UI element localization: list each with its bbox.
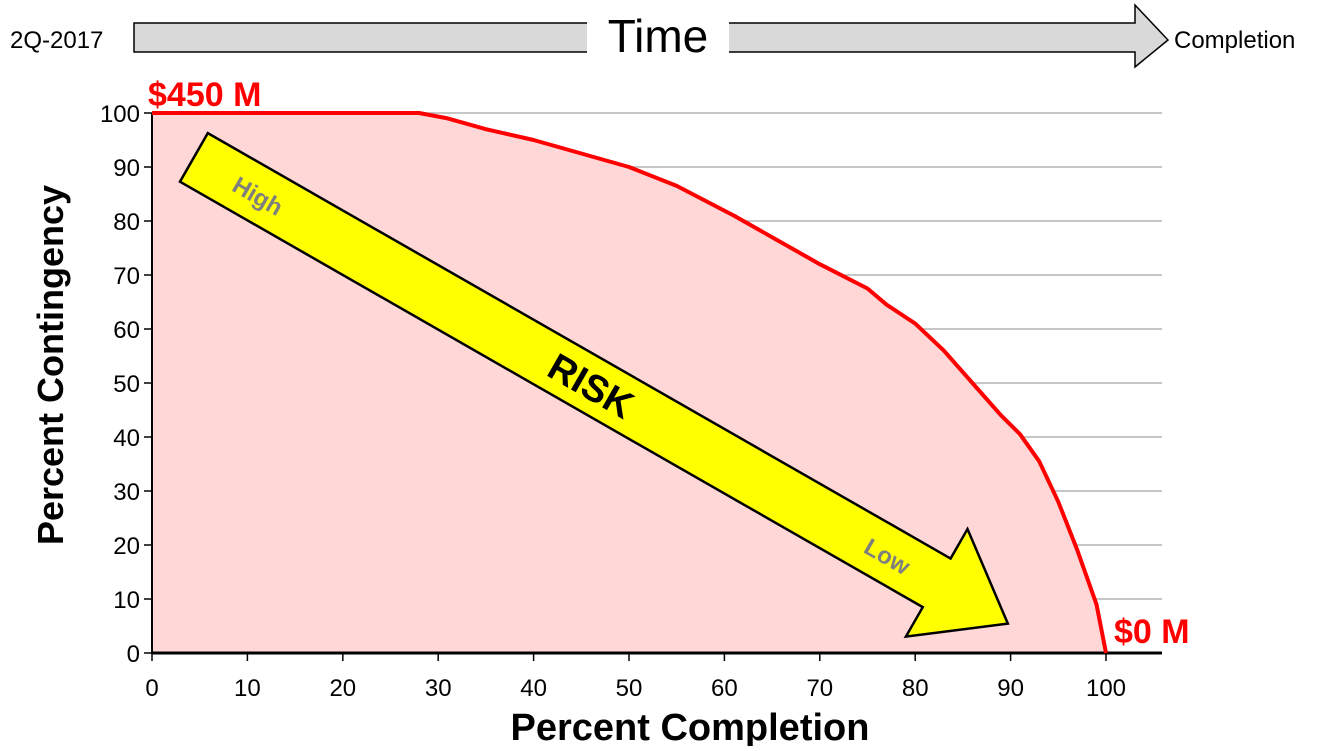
y-axis-title: Percent Contingency <box>30 185 71 545</box>
y-tick-label: 10 <box>113 587 140 614</box>
timeline-bar: 2Q-2017 Time Completion <box>10 3 1295 69</box>
start-value-label: $450 M <box>148 76 261 114</box>
y-tick-label: 40 <box>113 425 140 452</box>
x-tick-label: 20 <box>329 675 356 702</box>
end-value-label: $0 M <box>1114 613 1190 651</box>
y-axis-ticks: 0 10 20 30 40 50 60 70 80 90 100 <box>100 101 152 668</box>
x-tick-label: 30 <box>425 675 452 702</box>
x-tick-label: 80 <box>902 675 929 702</box>
x-tick-label: 10 <box>234 675 261 702</box>
x-tick-label: 100 <box>1086 675 1126 702</box>
x-tick-label: 40 <box>520 675 547 702</box>
timeline-start-label: 2Q-2017 <box>10 27 103 54</box>
x-tick-label: 60 <box>711 675 738 702</box>
y-tick-label: 100 <box>100 101 140 128</box>
x-tick-label: 90 <box>997 675 1024 702</box>
y-tick-label: 30 <box>113 479 140 506</box>
y-tick-label: 50 <box>113 371 140 398</box>
contingency-curve <box>152 111 1108 654</box>
y-tick-label: 60 <box>113 317 140 344</box>
x-tick-label: 50 <box>616 675 643 702</box>
y-tick-label: 20 <box>113 533 140 560</box>
y-tick-label: 90 <box>113 155 140 182</box>
timeline-title-backdrop <box>587 14 729 62</box>
risk-arrow <box>178 131 1010 639</box>
x-axis-ticks: 0 10 20 30 40 50 60 70 80 90 100 <box>145 653 1126 702</box>
y-tick-label: 80 <box>113 209 140 236</box>
y-tick-label: 70 <box>113 263 140 290</box>
timeline-end-label: Completion <box>1174 27 1295 54</box>
x-tick-label: 0 <box>145 675 158 702</box>
x-tick-label: 70 <box>806 675 833 702</box>
x-axis-title: Percent Completion <box>511 707 870 746</box>
risk-arrow-group: RISK High Low <box>178 131 1010 639</box>
y-tick-label: 0 <box>127 641 140 668</box>
timeline-title: Time <box>608 10 709 62</box>
